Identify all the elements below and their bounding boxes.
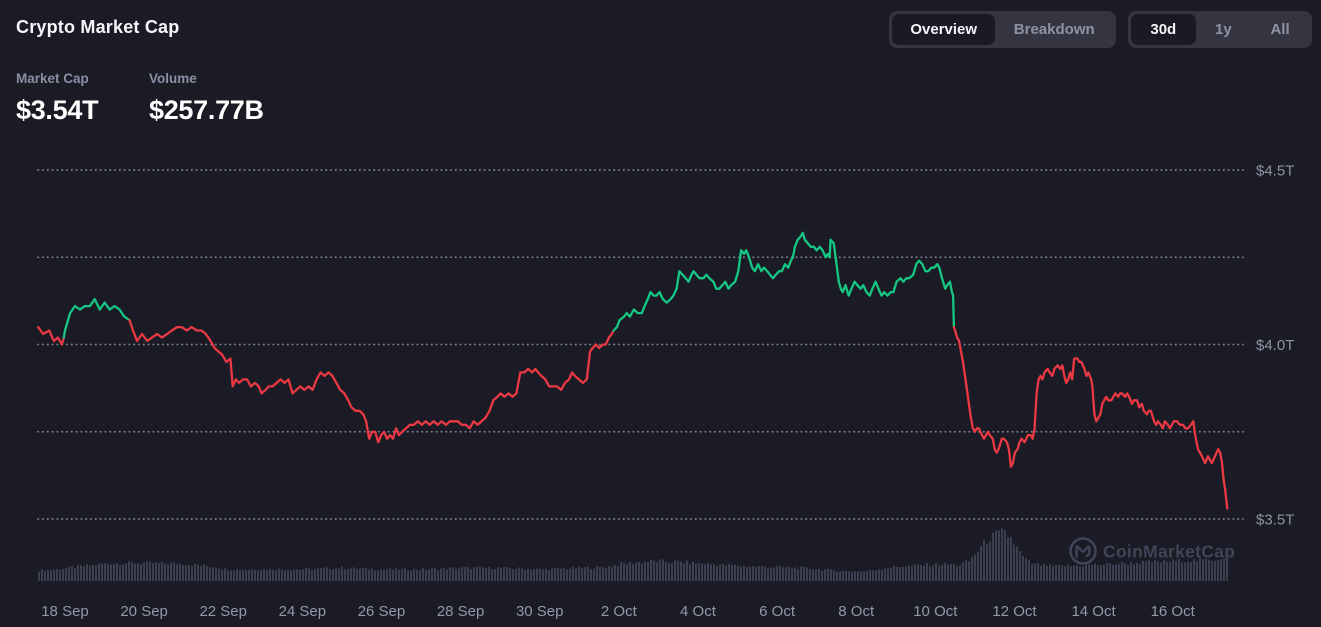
chart-grid-layer: $4.5T $4.0T $3.5T 18 Sep 20 Sep 22 Sep 24 Sep 2…	[37, 163, 1294, 620]
stat-volume-value: $257.77B	[149, 95, 264, 125]
x-axis-tick-label: 20 Sep	[120, 603, 168, 620]
volume-bars	[38, 528, 1228, 581]
y-axis-tick-label: $4.0T	[1256, 337, 1294, 354]
page-title: Crypto Market Cap	[16, 17, 180, 37]
range-toggle-all[interactable]: All	[1270, 21, 1290, 38]
range-toggle-30d[interactable]: 30d	[1131, 14, 1196, 45]
price-segment-down	[36, 325, 65, 346]
range-toggle-1y[interactable]: 1y	[1215, 21, 1232, 38]
stat-volume-label: Volume	[149, 71, 197, 86]
range-toggle: 30d 1y All	[1128, 11, 1312, 48]
x-axis-tick-label: 22 Sep	[199, 603, 247, 620]
price-segment-up	[62, 297, 131, 339]
x-axis-tick-label: 16 Oct	[1151, 603, 1196, 620]
x-axis-tick-label: 24 Sep	[279, 603, 327, 620]
x-axis-tick-label: 4 Oct	[680, 603, 717, 620]
x-axis-tick-label: 2 Oct	[601, 603, 638, 620]
x-axis-tick-label: 28 Sep	[437, 603, 485, 620]
y-axis-tick-label: $4.5T	[1256, 163, 1294, 180]
x-axis-tick-label: 6 Oct	[759, 603, 796, 620]
y-axis-tick-label: $3.5T	[1256, 512, 1294, 529]
x-axis-tick-label: 18 Sep	[41, 603, 89, 620]
view-toggle: Overview Breakdown	[889, 11, 1116, 48]
price-line	[36, 231, 1229, 510]
chart-data-layer	[36, 231, 1229, 581]
x-axis-tick-label: 26 Sep	[358, 603, 406, 620]
watermark-label: CoinMarketCap	[1103, 542, 1235, 562]
price-segment-up	[612, 231, 956, 332]
x-axis-tick-label: 30 Sep	[516, 603, 564, 620]
x-axis-tick-label: 10 Oct	[913, 603, 958, 620]
coinmarketcap-logo-icon	[1069, 537, 1097, 565]
x-axis-tick-label: 14 Oct	[1071, 603, 1116, 620]
x-axis-tick-label: 8 Oct	[838, 603, 875, 620]
watermark: CoinMarketCap	[1069, 537, 1235, 565]
view-toggle-overview[interactable]: Overview	[892, 14, 996, 45]
stat-volume: Volume $257.77B	[149, 71, 264, 126]
stat-market-cap-label: Market Cap	[16, 71, 89, 86]
x-axis-tick-label: 12 Oct	[992, 603, 1037, 620]
stat-market-cap-value: $3.54T	[16, 95, 99, 125]
view-toggle-breakdown[interactable]: Breakdown	[1013, 21, 1095, 38]
price-segment-down	[128, 318, 615, 444]
stat-market-cap: Market Cap $3.54T	[16, 71, 99, 126]
price-segment-down	[952, 325, 1229, 510]
